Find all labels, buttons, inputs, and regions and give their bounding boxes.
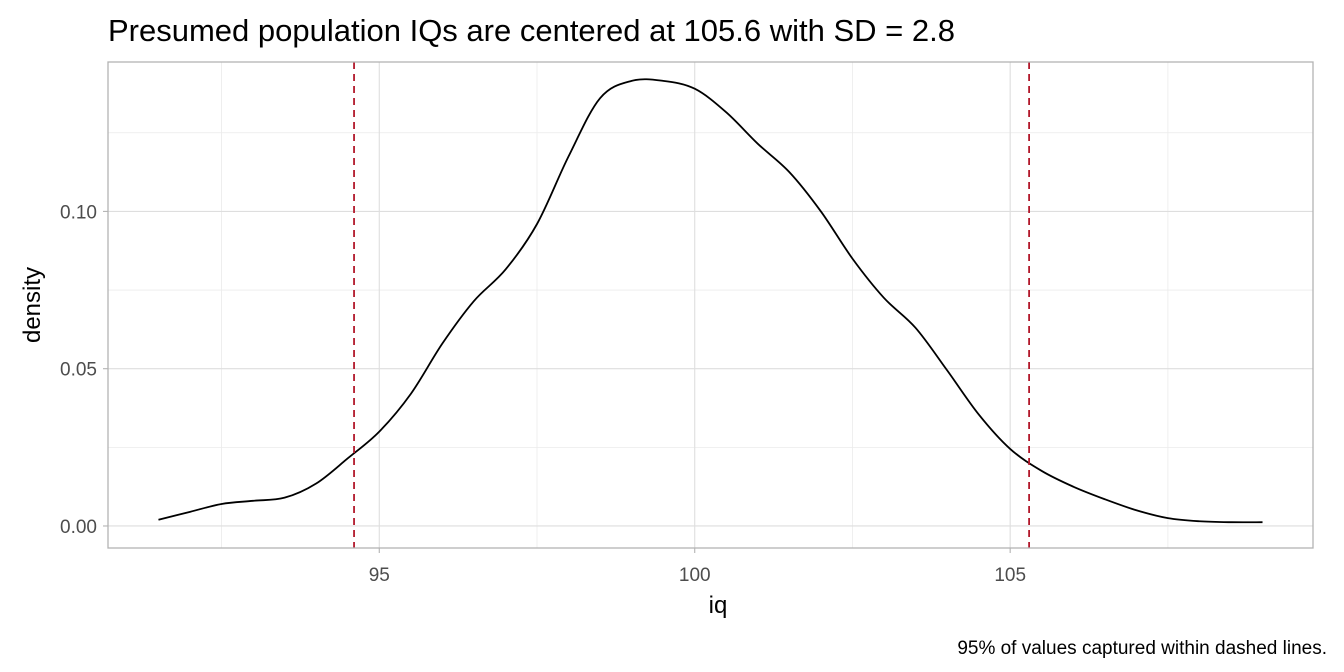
y-tick-label: 0.00: [60, 517, 97, 538]
x-tick-label: 105: [994, 565, 1026, 586]
x-axis-title: iq: [709, 592, 728, 619]
chart-title: Presumed population IQs are centered at …: [108, 13, 955, 48]
x-tick-label: 100: [679, 565, 711, 586]
y-axis-ticks: 0.00 0.05 0.10: [60, 202, 108, 538]
y-tick-label: 0.10: [60, 202, 97, 223]
x-tick-label: 95: [369, 565, 390, 586]
reference-lines: [353, 62, 1030, 548]
y-tick-label: 0.05: [60, 360, 97, 381]
density-series: [158, 78, 1263, 524]
y-axis-title: density: [19, 267, 46, 343]
x-axis-ticks: 95 100 105: [369, 548, 1026, 586]
density-curve: [158, 78, 1263, 524]
plot-panel: [107, 61, 1314, 549]
panel-border: [107, 61, 1314, 549]
chart-caption: 95% of values captured within dashed lin…: [957, 638, 1327, 659]
minor-gridlines: [108, 62, 1313, 548]
major-gridlines: [108, 62, 1313, 548]
